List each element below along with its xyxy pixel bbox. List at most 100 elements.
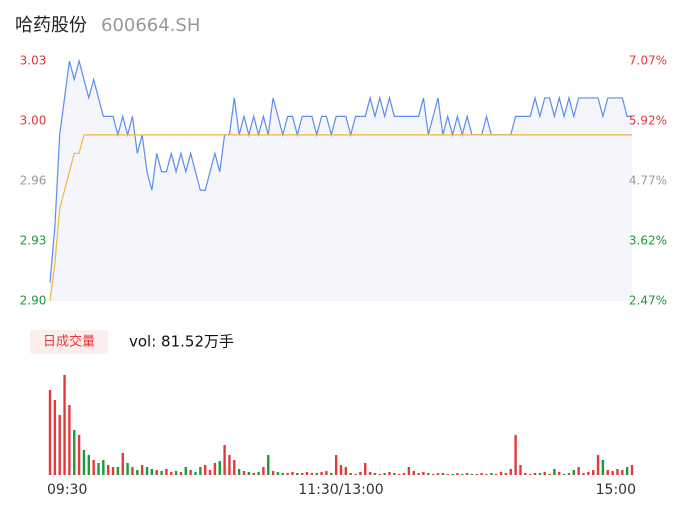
volume-bar <box>548 474 551 475</box>
volume-bar <box>97 463 100 475</box>
volume-bar <box>228 455 231 475</box>
volume-bar <box>150 469 154 475</box>
volume-bar <box>194 472 197 475</box>
volume-bar <box>577 467 580 475</box>
volume-bar <box>170 472 173 475</box>
volume-bar <box>82 450 86 475</box>
volume-bar <box>373 473 377 475</box>
volume-bar <box>592 470 595 475</box>
stock-name: 哈药股份 <box>15 15 87 36</box>
volume-bar <box>354 474 357 475</box>
volume-bar <box>344 467 348 475</box>
volume-bar <box>495 474 498 475</box>
volume-bar <box>504 473 508 475</box>
average-line <box>49 134 632 302</box>
y2-tick-label: 3.62% <box>629 234 667 248</box>
volume-bar <box>121 453 124 475</box>
volume-bar <box>73 430 76 475</box>
volume-bar <box>383 473 386 475</box>
volume-bar <box>48 390 52 475</box>
volume-bar <box>456 473 459 475</box>
volume-bar <box>630 465 634 475</box>
volume-bar <box>174 471 178 475</box>
volume-bar <box>572 470 575 475</box>
volume-bar <box>189 470 192 475</box>
volume-bar <box>558 472 561 475</box>
volume-bar <box>92 460 95 475</box>
volume-bar <box>116 467 120 475</box>
y2-tick-label: 7.07% <box>629 54 667 68</box>
volume-bar <box>402 473 406 475</box>
volume-label: 日成交量 <box>43 334 95 350</box>
volume-bar <box>223 445 226 475</box>
volume-bar <box>136 470 139 475</box>
volume-bar <box>538 473 542 475</box>
volume-bar <box>528 474 532 475</box>
volume-bar <box>320 472 323 475</box>
volume-bar <box>625 467 629 475</box>
volume-bar <box>567 473 571 475</box>
y2-tick-label: 5.92% <box>629 114 667 128</box>
volume-bar <box>480 473 483 475</box>
volume-bar <box>519 465 522 475</box>
volume-bar <box>102 460 105 475</box>
volume-bar <box>111 467 115 475</box>
volume-bar <box>422 472 425 475</box>
volume-bar <box>87 455 90 475</box>
volume-bar <box>427 473 430 475</box>
volume-bar <box>155 470 158 475</box>
volume-bar <box>393 473 396 475</box>
volume-bar <box>165 469 168 475</box>
volume-bar <box>334 455 338 475</box>
x-tick-label: 11:30/13:00 <box>298 482 383 498</box>
volume-bar <box>204 465 207 475</box>
volume-bar <box>388 472 391 475</box>
volume-bar <box>339 465 343 475</box>
volume-bar <box>160 471 163 475</box>
price-area <box>50 61 632 301</box>
volume-bar <box>475 474 478 475</box>
volume-bar <box>368 472 372 475</box>
volume-bar <box>606 470 609 475</box>
volume-bar <box>179 472 183 475</box>
volume-bar <box>267 455 270 475</box>
volume-bar <box>470 474 474 475</box>
volume-bar <box>262 467 265 475</box>
volume-bar <box>315 473 318 475</box>
volume-bar <box>271 471 275 475</box>
volume-bar <box>364 463 367 475</box>
volume-bar <box>446 474 449 475</box>
volume-bar <box>465 473 469 475</box>
volume-bar <box>247 472 251 475</box>
volume-bar <box>145 467 149 475</box>
volume-bar <box>412 471 415 475</box>
volume-bar <box>131 467 134 475</box>
volume-bar <box>126 463 129 475</box>
volume-bar <box>68 405 71 475</box>
volume-bar <box>310 473 314 475</box>
volume-bar <box>533 473 537 475</box>
volume-bar <box>509 469 512 475</box>
volume-bar <box>398 474 401 475</box>
volume-bar <box>233 460 236 475</box>
stock-code: 600664.SH <box>101 15 200 36</box>
volume-bar <box>621 470 624 475</box>
volume-bar <box>242 471 246 475</box>
volume-bar <box>218 461 221 475</box>
volume-total: vol: 81.52万手 <box>129 333 234 351</box>
volume-bar <box>199 467 202 475</box>
volume-bar <box>286 473 289 475</box>
volume-bar <box>63 375 66 475</box>
volume-bar <box>257 472 260 475</box>
volume-bar <box>499 472 503 475</box>
volume-bar <box>330 473 333 475</box>
volume-bar <box>77 435 81 475</box>
volume-bar <box>611 471 614 475</box>
volume-bar <box>281 473 284 475</box>
y2-tick-label: 2.47% <box>629 294 667 308</box>
volume-bar <box>601 460 605 475</box>
volume-bar <box>301 473 304 475</box>
y2-tick-label: 4.77% <box>629 174 667 188</box>
volume-bar <box>325 471 328 475</box>
